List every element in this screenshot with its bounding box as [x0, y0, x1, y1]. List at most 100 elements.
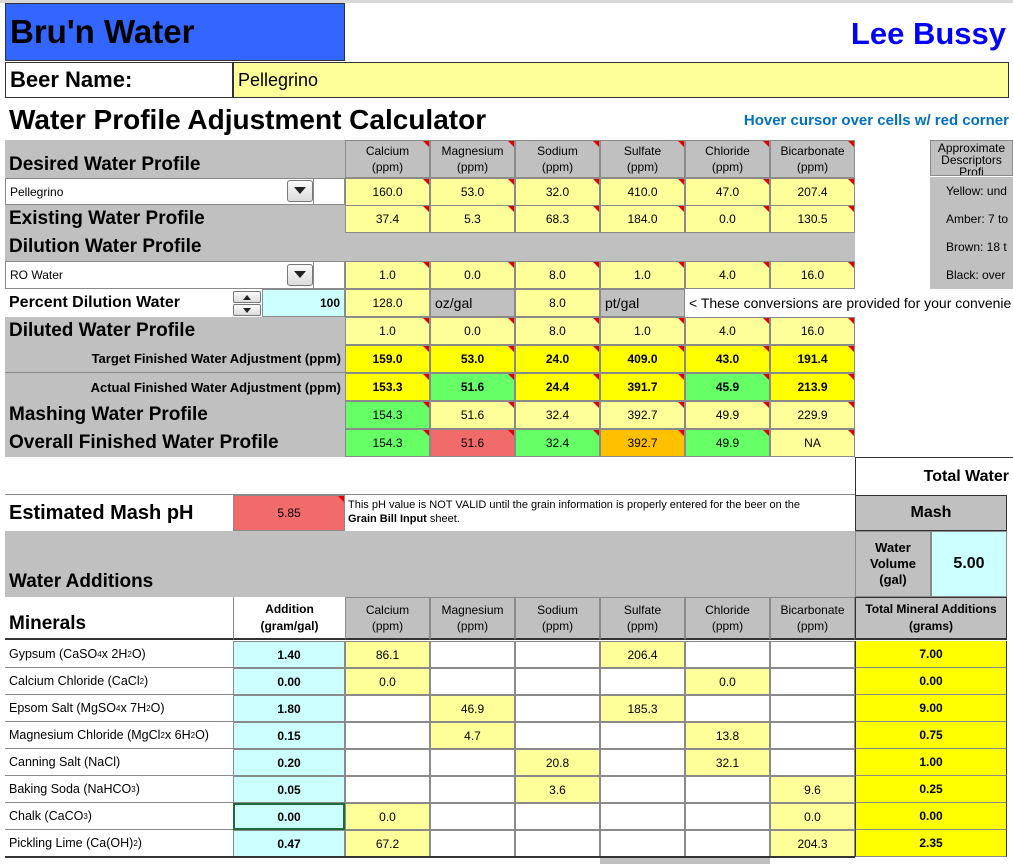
mineral-chloride-value: [685, 641, 770, 668]
existing-magnesium: 5.3: [430, 205, 515, 233]
mineral-name-part: ): [135, 782, 140, 796]
author-name: Lee Bussy: [850, 16, 1006, 51]
mineral-calcium-value: [345, 722, 430, 749]
conversion-pt-value: 8.0: [515, 289, 600, 317]
mineral-addition-input[interactable]: 0.00: [233, 668, 345, 695]
mash-ph-note: This pH value is NOT VALID until the gra…: [348, 499, 801, 525]
spin-up-button[interactable]: [233, 291, 261, 303]
mineral-name-part: ): [144, 674, 149, 688]
actual-adjustment-label: Actual Finished Water Adjustment (ppm): [5, 373, 345, 401]
diluted-chloride: 4.0: [685, 317, 770, 345]
mineral-addition-input[interactable]: 0.20: [233, 749, 345, 776]
column-unit: (ppm): [456, 160, 489, 174]
mineral-header-sulfate: Sulfate (ppm): [600, 597, 685, 640]
dilution-chloride: 4.0: [685, 261, 770, 289]
mineral-bicarbonate-value: 204.3: [770, 830, 855, 857]
mineral-sodium-value: [515, 722, 600, 749]
column-name: Calcium: [365, 144, 410, 158]
mineral-addition-input[interactable]: 0.47: [233, 830, 345, 857]
overall-sulfate: 392.7: [600, 429, 685, 457]
water-volume-label: Water Volume (gal): [855, 531, 931, 597]
mineral-header-magnesium: Magnesium (ppm): [430, 597, 515, 640]
actual-magnesium: 51.6: [430, 373, 515, 401]
mineral-name-part: O): [131, 647, 146, 661]
mineral-name: Calcium Chloride (CaCl 2): [5, 668, 233, 695]
descriptor-item: Black: over: [930, 261, 1013, 289]
mineral-name-part: x 2H: [101, 647, 128, 661]
dilution-sodium: 8.0: [515, 261, 600, 289]
mineral-header-sodium: Sodium (ppm): [515, 597, 600, 640]
hint-cell: Hover cursor over cells w/ red corner: [700, 108, 1013, 132]
mineral-magnesium-value: [430, 641, 515, 668]
dilution-dropdown-button[interactable]: [287, 264, 313, 286]
mineral-calcium-value: 67.2: [345, 830, 430, 857]
water-volume-input[interactable]: 5.00: [931, 531, 1007, 597]
mineral-calcium-value: [345, 776, 430, 803]
total-mineral-header: Total Mineral Additions (grams): [855, 597, 1007, 640]
hint-text: Hover cursor over cells w/ red corner: [743, 111, 1009, 129]
beer-name-input[interactable]: Pellegrino: [233, 62, 1009, 98]
column-header-strip: [0, 0, 1013, 3]
mineral-chloride-value: [685, 695, 770, 722]
mineral-magnesium-value: [430, 830, 515, 857]
column-unit: (ppm): [626, 619, 659, 633]
desired-dropdown-button[interactable]: [287, 180, 313, 202]
mineral-name: Canning Salt (NaCl): [5, 749, 233, 776]
mineral-name: Baking Soda (NaHCO 3): [5, 776, 233, 803]
mineral-bicarbonate-value: [770, 695, 855, 722]
mineral-name-part: 4: [115, 703, 121, 713]
mineral-bicarbonate-value: [770, 668, 855, 695]
column-header-chloride: Chloride (ppm): [685, 140, 770, 178]
mineral-name-part: x 7H: [120, 701, 147, 715]
chevron-down-icon: [294, 271, 306, 278]
descriptor-item: Yellow: und: [930, 177, 1013, 205]
column-unit: (ppm): [456, 619, 489, 633]
spin-down-button[interactable]: [233, 304, 261, 316]
mineral-sodium-value: [515, 830, 600, 857]
existing-profile-label: Existing Water Profile: [5, 205, 345, 233]
mineral-name-part: ): [137, 836, 142, 850]
mineral-header-bicarbonate: Bicarbonate (ppm): [770, 597, 855, 640]
overall-magnesium: 51.6: [430, 429, 515, 457]
actual-chloride: 45.9: [685, 373, 770, 401]
existing-sodium: 68.3: [515, 205, 600, 233]
column-header-magnesium: Magnesium (ppm): [430, 140, 515, 178]
column-unit: (ppm): [541, 619, 574, 633]
column-unit: (ppm): [541, 160, 574, 174]
column-header-bicarbonate: Bicarbonate (ppm): [770, 140, 855, 178]
calculator-title: Water Profile Adjustment Calculator: [9, 104, 487, 135]
mashing-sodium: 32.4: [515, 401, 600, 429]
target-sulfate: 409.0: [600, 345, 685, 373]
mineral-name-part: 2: [146, 703, 151, 713]
mineral-addition-input[interactable]: 0.05: [233, 776, 345, 803]
mineral-total: 2.35: [855, 830, 1007, 857]
mineral-addition-input[interactable]: 1.80: [233, 695, 345, 722]
mineral-total: 0.00: [855, 668, 1007, 695]
mineral-addition-input[interactable]: 1.40: [233, 641, 345, 668]
mineral-magnesium-value: [430, 803, 515, 830]
percent-dilution-input[interactable]: 100: [262, 289, 345, 317]
mineral-sodium-value: [515, 641, 600, 668]
mineral-bicarbonate-value: [770, 722, 855, 749]
mineral-bicarbonate-value: [770, 641, 855, 668]
column-unit: (ppm): [371, 619, 404, 633]
column-name: Bicarbonate: [780, 603, 845, 617]
mineral-addition-input[interactable]: 0.15: [233, 722, 345, 749]
beer-name-label-cell: Beer Name:: [5, 62, 233, 98]
diluted-profile-label: Diluted Water Profile: [5, 317, 345, 345]
mineral-name-part: ): [87, 809, 92, 823]
mineral-total: 7.00: [855, 641, 1007, 668]
mineral-header-calcium: Calcium (ppm): [345, 597, 430, 640]
mineral-calcium-value: 0.0: [345, 803, 430, 830]
mashing-bicarbonate: 229.9: [770, 401, 855, 429]
mineral-sulfate-value: [600, 749, 685, 776]
diluted-magnesium: 0.0: [430, 317, 515, 345]
dilution-blank-cell: [313, 261, 345, 289]
mineral-sodium-value: 3.6: [515, 776, 600, 803]
mineral-sodium-value: [515, 668, 600, 695]
column-name: Sodium: [537, 144, 578, 158]
mineral-addition-input[interactable]: 0.00: [233, 803, 345, 830]
mineral-calcium-value: 0.0: [345, 668, 430, 695]
percent-dilution-label: Percent Dilution Water: [9, 294, 180, 311]
mineral-name-part: O): [195, 728, 209, 742]
